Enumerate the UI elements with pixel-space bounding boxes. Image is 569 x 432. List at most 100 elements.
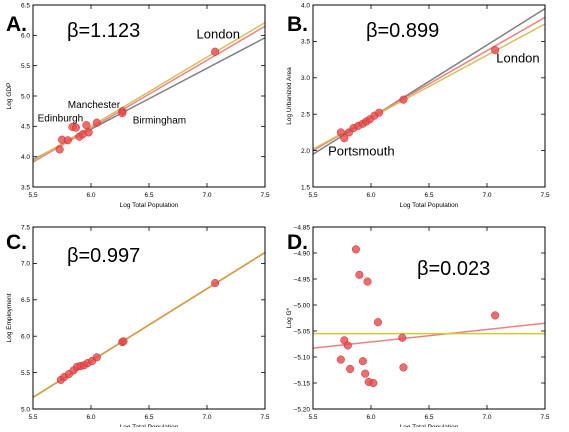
y-tick-label: −5.00 [294, 302, 311, 309]
beta-label: β=0.899 [366, 20, 439, 42]
x-tick-label: 6.0 [366, 414, 375, 421]
y-tick-label: 3.5 [301, 39, 310, 46]
x-tick-label: 5.5 [308, 192, 317, 199]
y-tick-label: 5.0 [21, 406, 30, 413]
data-point [399, 95, 408, 104]
y-tick-label: −4.85 [294, 224, 311, 231]
data-point [346, 364, 355, 374]
panel-letter: B. [287, 13, 308, 36]
x-tick-label: 5.5 [308, 414, 317, 421]
data-point [71, 123, 80, 132]
panel-letter: A. [6, 13, 27, 36]
y-tick-label: 5.5 [21, 63, 30, 70]
y-axis-label: Log Urbanized Area [286, 67, 293, 125]
data-point [211, 47, 220, 56]
y-tick-label: −4.90 [294, 250, 311, 257]
data-point [55, 145, 64, 154]
y-tick-label: −5.05 [294, 328, 311, 335]
data-point [491, 311, 500, 320]
x-tick-label: 7.0 [482, 414, 491, 421]
x-tick-label: 7.5 [260, 192, 269, 199]
y-tick-label: 6.5 [21, 297, 30, 304]
y-axis-label: Log Employment [6, 293, 13, 342]
data-point [373, 318, 383, 327]
panel-4: 5.5 6.0 6.5 7.0 7.5 −5.20 −5.15 −5.10 −5.05 −5.00… [286, 224, 550, 431]
y-tick-label: 6.0 [21, 334, 30, 341]
y-tick-label: 4.5 [21, 124, 30, 131]
y-tick-label: 5.5 [21, 370, 30, 377]
city-annotation: Manchester [68, 100, 121, 111]
data-point [355, 270, 364, 279]
fit-line-3 [33, 21, 265, 162]
x-tick-label: 7.0 [202, 414, 211, 421]
x-tick-label: 7.5 [260, 414, 269, 421]
data-point [119, 337, 128, 346]
data-point [363, 277, 372, 286]
x-tick-label: 7.0 [482, 192, 491, 199]
data-point [343, 341, 352, 350]
beta-label: β=0.997 [67, 245, 140, 267]
y-tick-label: 3.0 [301, 75, 310, 82]
x-axis-label: Log Total Population [120, 202, 179, 209]
y-tick-label: 4.0 [21, 154, 30, 161]
x-tick-label: 6.5 [144, 192, 153, 199]
x-tick-label: 7.5 [540, 414, 549, 421]
y-tick-label: 2.0 [301, 148, 310, 155]
x-tick-label: 6.5 [424, 192, 433, 199]
data-point [118, 108, 127, 118]
x-tick-label: 5.5 [28, 414, 37, 421]
data-point [398, 333, 407, 342]
data-point [399, 363, 408, 372]
panel-letter: C. [6, 231, 27, 254]
data-point [375, 108, 384, 117]
panel-1: 5.5 6.0 6.5 7.0 7.5 3.5 4.0 4.5 5.0 5.5 6.0 6.5 Log … [6, 2, 270, 209]
data-point [336, 355, 345, 364]
x-tick-label: 6.5 [424, 414, 433, 421]
data-point [361, 369, 370, 378]
data-point [369, 378, 378, 388]
data-point [340, 134, 349, 143]
city-annotation: London [496, 51, 539, 66]
panel-letter: D. [287, 231, 308, 254]
x-tick-label: 6.5 [144, 414, 153, 421]
y-tick-label: 6.0 [21, 33, 30, 40]
y-tick-label: 7.0 [21, 261, 30, 268]
y-tick-label: 6.5 [21, 2, 30, 9]
y-tick-label: −4.95 [294, 276, 311, 283]
x-tick-label: 5.5 [28, 192, 37, 199]
y-tick-label: −5.10 [294, 354, 311, 361]
city-annotation: London [197, 26, 240, 41]
data-point [82, 121, 91, 130]
x-tick-label: 6.0 [366, 192, 375, 199]
city-annotation: Birmingham [133, 115, 186, 126]
x-tick-label: 7.0 [202, 192, 211, 199]
data-point [92, 118, 101, 127]
data-point [63, 136, 72, 145]
data-point [351, 245, 360, 254]
data-point [84, 128, 93, 137]
beta-label: β=0.023 [417, 258, 490, 280]
data-point [358, 357, 367, 366]
y-axis-label: Log G* [286, 307, 293, 328]
data-point [491, 46, 500, 55]
beta-label: β=1.123 [67, 20, 140, 42]
y-tick-label: 2.5 [301, 112, 310, 119]
x-tick-label: 7.5 [540, 192, 549, 199]
x-tick-label: 6.0 [86, 192, 95, 199]
y-tick-label: −5.20 [294, 406, 311, 413]
y-tick-label: 4.0 [301, 2, 310, 9]
y-tick-label: 7.5 [21, 224, 30, 231]
data-point [211, 279, 220, 288]
x-axis-label: Log Total Population [400, 202, 459, 209]
y-tick-label: 5.0 [21, 93, 30, 100]
plot-frame [312, 226, 546, 410]
y-tick-label: 3.5 [21, 184, 30, 191]
data-point [92, 353, 101, 362]
panel-2: 5.5 6.0 6.5 7.0 7.5 1.5 2.0 2.5 3.0 3.5 4.0 Log Tot… [286, 2, 550, 209]
city-annotation: Portsmouth [328, 144, 394, 159]
y-axis-label: Log GDP [6, 83, 13, 110]
y-tick-label: −5.15 [294, 380, 311, 387]
